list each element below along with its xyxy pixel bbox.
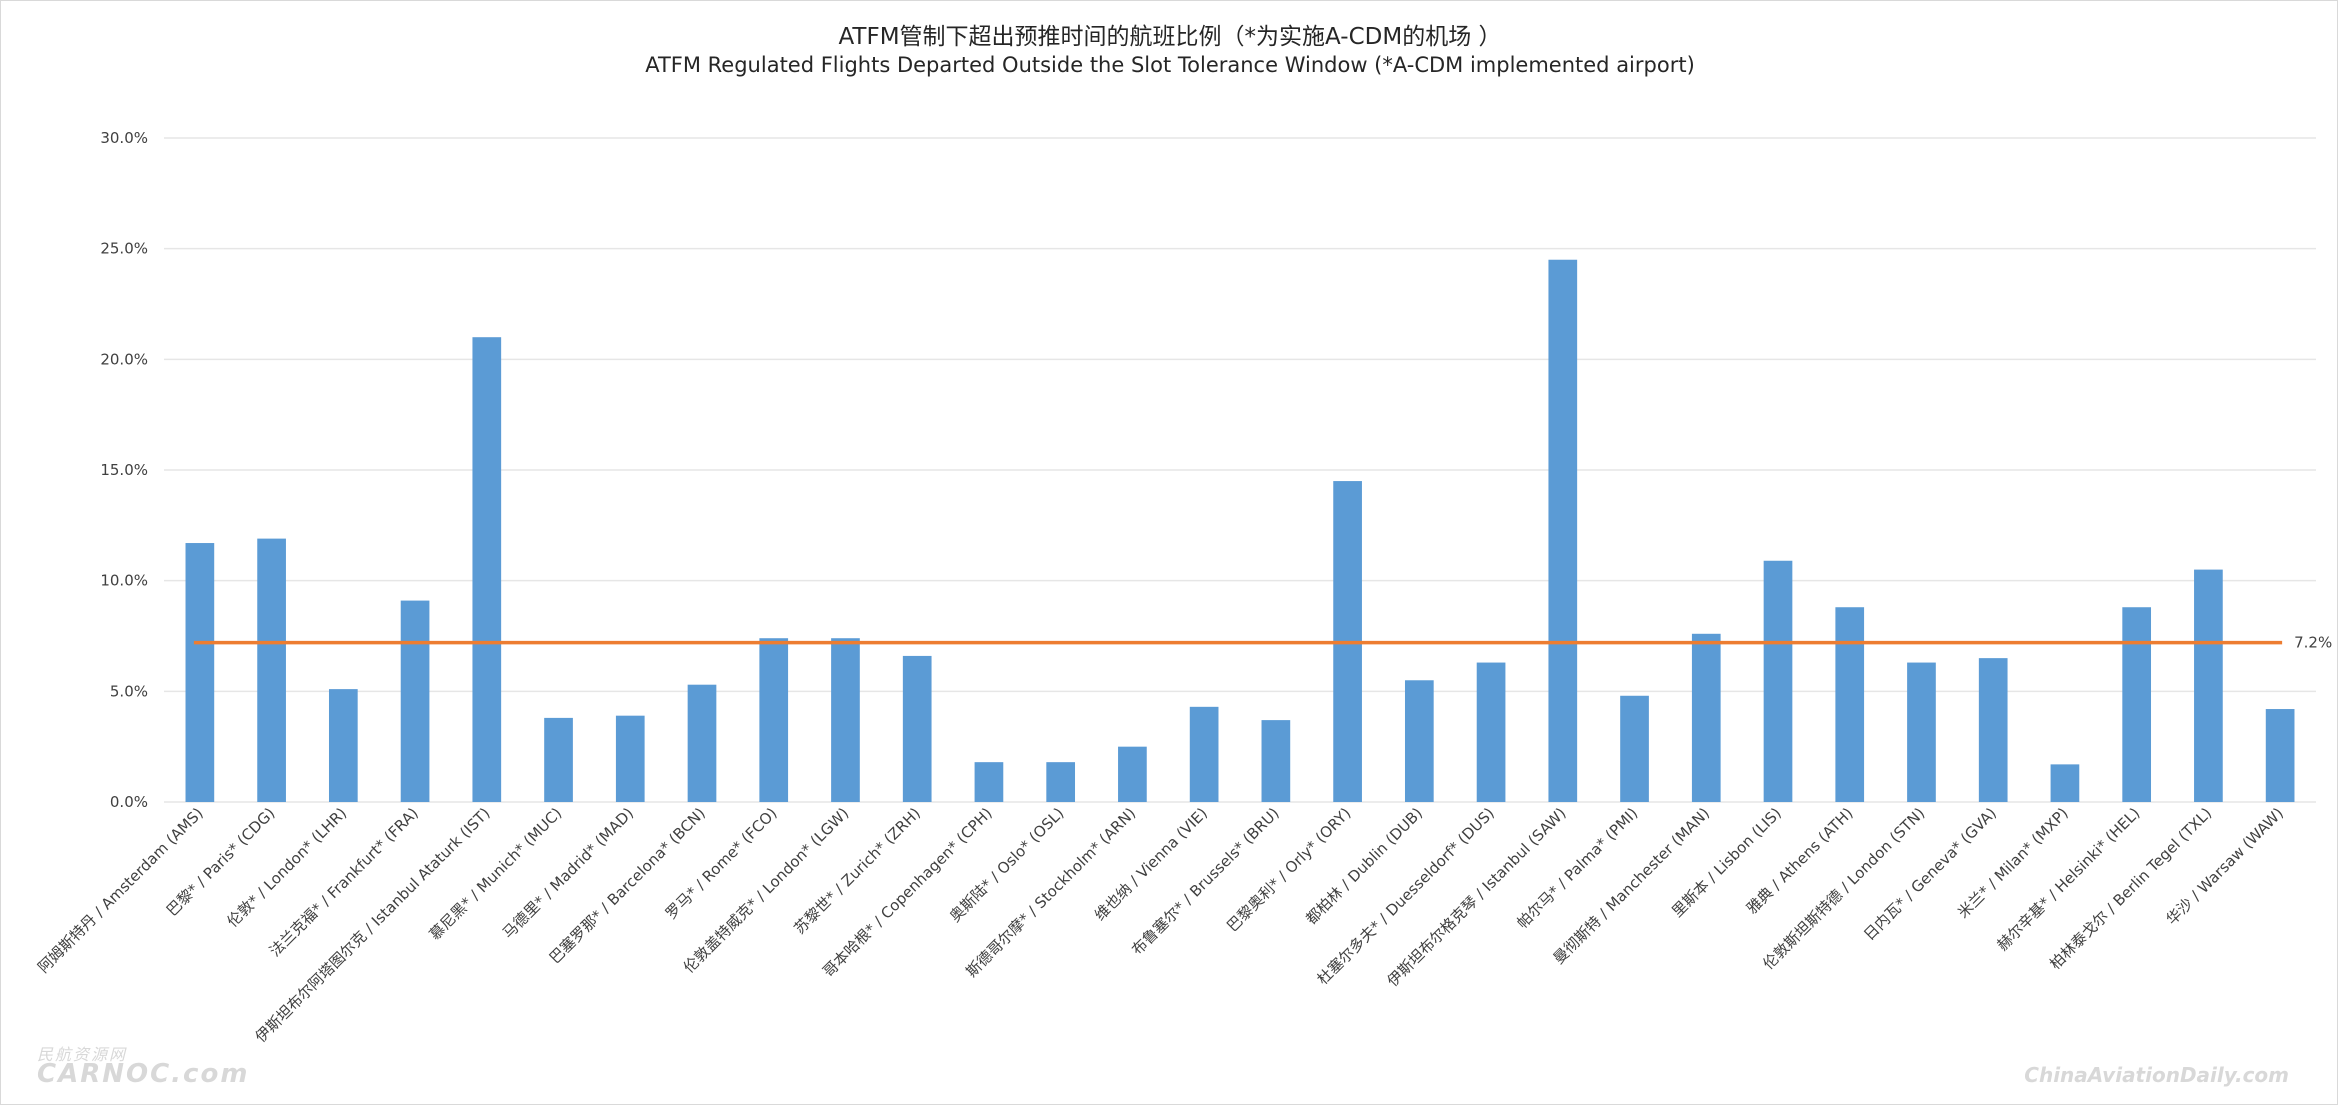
bar: [615, 715, 645, 802]
x-tick-label: 布鲁塞尔* / Brussels* (BRU): [1128, 804, 1283, 959]
bar: [1261, 720, 1291, 802]
average-line-label: 7.2%: [2294, 634, 2332, 652]
bar: [2122, 607, 2152, 802]
bar: [902, 655, 932, 802]
x-tick-label: 巴塞罗那* / Barcelona* (BCN): [546, 804, 709, 967]
x-tick-label: 法兰克福* / Frankfurt* (FRA): [266, 804, 422, 960]
bar: [1189, 706, 1219, 802]
bar: [2194, 569, 2223, 802]
bar: [974, 762, 1004, 802]
bar: [1835, 607, 1865, 802]
x-tick-label: 都柏林 / Dublin (DUB): [1302, 804, 1426, 928]
chart-title-cn: ATFM管制下超出预推时间的航班比例（*为实施A-CDM的机场 ）: [838, 24, 1502, 50]
bar: [1763, 560, 1793, 802]
watermark-carnoc-cn: 民航资源网: [37, 1045, 128, 1064]
x-tick-label: 曼彻斯特 / Manchester (MAN): [1550, 804, 1713, 967]
x-tick-label: 日内瓦* / Geneva* (GVA): [1860, 804, 2000, 944]
bar: [400, 600, 430, 802]
y-tick-label: 0.0%: [110, 793, 148, 811]
bar: [1691, 633, 1721, 802]
y-tick-label: 10.0%: [100, 572, 148, 590]
watermark-carnoc: CARNOC.com: [37, 1059, 250, 1089]
watermark-chinaaviationdaily: ChinaAviationDaily.com: [2024, 1063, 2289, 1087]
x-tick-label: 慕尼黑* / Munich* (MUC): [426, 804, 566, 944]
bar: [1476, 662, 1506, 802]
bar: [1118, 746, 1147, 802]
bar: [185, 543, 215, 802]
y-tick-label: 30.0%: [100, 129, 148, 147]
bar: [257, 538, 286, 802]
bar: [2265, 709, 2295, 802]
bar: [472, 337, 502, 802]
y-tick-label: 20.0%: [100, 350, 148, 368]
x-tick-label: 苏黎世* / Zurich* (ZRH): [790, 804, 924, 938]
x-tick-label: 巴黎奥利* / Orly* (ORY): [1223, 804, 1354, 935]
bar: [544, 717, 573, 802]
bar: [1978, 658, 2008, 802]
bar: [1046, 762, 1076, 802]
x-tick-label: 马德里* / Madrid* (MAD): [499, 804, 637, 942]
x-tick-label: 伦敦* / London* (LHR): [224, 804, 351, 931]
bar: [759, 638, 789, 802]
x-tick-label: 华沙 / Warsaw (WAW): [2163, 804, 2287, 928]
x-tick-label: 赫尔辛基* / Helsinki* (HEL): [1993, 804, 2143, 954]
x-tick-label: 帕尔马* / Palma* (PMI): [1513, 804, 1641, 932]
bar: [1404, 680, 1434, 802]
bar: [2050, 764, 2080, 802]
bar: [328, 689, 358, 802]
bar: [831, 638, 860, 802]
y-tick-label: 15.0%: [100, 461, 148, 479]
bar: [1548, 259, 1578, 802]
y-tick-label: 5.0%: [110, 682, 148, 700]
chart-title-en: ATFM Regulated Flights Departed Outside …: [645, 53, 1695, 77]
y-tick-label: 25.0%: [100, 240, 148, 258]
bar: [687, 684, 717, 802]
bar: [1620, 695, 1649, 802]
bar: [1907, 662, 1936, 802]
